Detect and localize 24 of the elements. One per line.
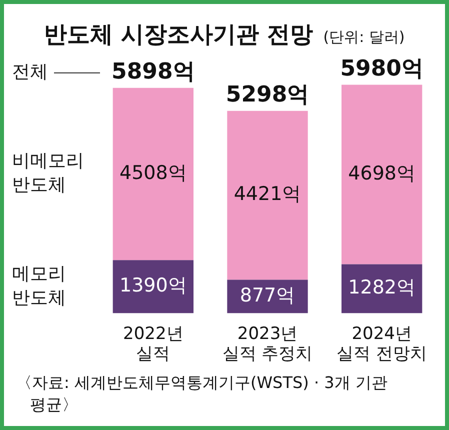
data-label: 1282억: [348, 276, 416, 299]
data-label: 4421억: [234, 183, 302, 206]
total-label: 5298억: [226, 82, 310, 108]
bar: [227, 280, 308, 314]
x-tick-label: 2022년 실적: [123, 324, 184, 364]
bar: [112, 260, 194, 314]
bar: [227, 110, 308, 280]
series-label: 비메모리 반도체: [12, 150, 84, 196]
data-label: 1390억: [119, 274, 187, 297]
text: 〈자료: 세계반도체무역통계기구(WSTS) · 3개 기관 평균〉: [16, 373, 388, 414]
chart-title: 반도체 시장조사기관 전망: [44, 22, 314, 48]
total-label: 5980억: [340, 56, 424, 82]
bar: [341, 264, 422, 314]
x-tick-label: 2023년 실적 추정치: [222, 324, 313, 364]
text: 메모리 반도체: [12, 263, 66, 308]
data-label: 4698억: [348, 162, 416, 184]
x-tick-label: 2024년 실적 전망치: [336, 324, 428, 364]
data-label: 4508억: [119, 162, 187, 184]
text: 전체: [12, 62, 48, 83]
bar: [112, 88, 194, 260]
bar: [341, 84, 422, 264]
data-label: 877억: [240, 284, 296, 306]
total-label: 5898억: [112, 60, 195, 85]
chart-subtitle: (단위: 달러): [323, 28, 405, 46]
